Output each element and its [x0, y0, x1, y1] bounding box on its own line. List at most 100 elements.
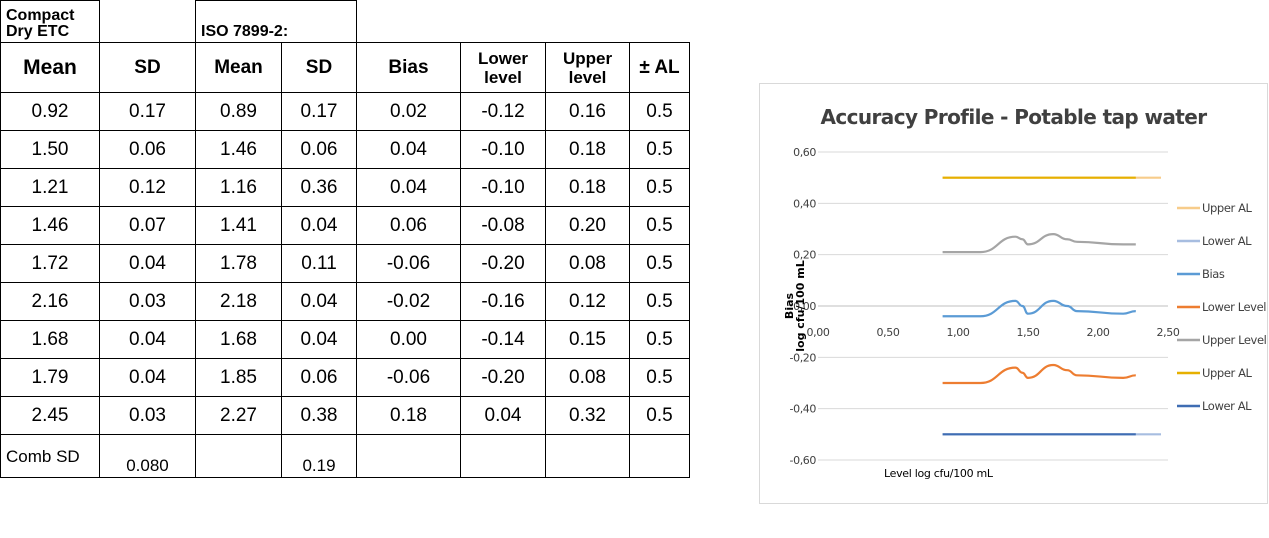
table-cell: 0.5 — [629, 206, 690, 245]
y-tick-label: 0,40 — [793, 197, 816, 210]
table-cell: 1.68 — [195, 320, 282, 359]
y-tick-label: 0,60 — [793, 146, 816, 159]
table-cell: 0.04 — [281, 206, 357, 245]
table-cell: 0.00 — [356, 320, 461, 359]
table-cell: 0.04 — [356, 130, 461, 169]
table-row: 1.72 0.04 1.78 0.11 -0.06 -0.20 0.08 0.5 — [0, 244, 690, 283]
table-cell: 0.36 — [281, 168, 357, 207]
table-cell: 0.06 — [281, 130, 357, 169]
table-cell: -0.14 — [460, 320, 546, 359]
series-line-lower-level — [942, 363, 1136, 385]
table-cell: 0.89 — [195, 92, 282, 131]
table-cell: 0.12 — [545, 282, 630, 321]
series-line-upper-level — [942, 233, 1136, 254]
table-row: 1.50 0.06 1.46 0.06 0.04 -0.10 0.18 0.5 — [0, 130, 690, 169]
table-cell: 0.04 — [281, 282, 357, 321]
x-tick-label: 2,00 — [1087, 326, 1110, 339]
y-tick-label: -0,20 — [790, 351, 817, 364]
comb-sd-cell: 0.19 — [281, 434, 357, 478]
legend-label: Upper AL — [1202, 201, 1253, 215]
table-cell: 2.27 — [195, 396, 282, 435]
legend-label: Upper Level — [1202, 333, 1267, 347]
table-cell: 0.5 — [629, 92, 690, 131]
table-cell: -0.20 — [460, 358, 546, 397]
table-cell: 0.04 — [356, 168, 461, 207]
table-cell: 1.50 — [0, 130, 100, 169]
table-cell: 0.17 — [99, 92, 196, 131]
table-cell: 0.38 — [281, 396, 357, 435]
table-cell: 0.04 — [281, 320, 357, 359]
table-cell: 0.5 — [629, 358, 690, 397]
x-tick-label: 1,00 — [947, 326, 970, 339]
table-cell: -0.06 — [356, 244, 461, 283]
table-cell: 0.5 — [629, 168, 690, 207]
comb-sd-cell — [356, 434, 461, 478]
table-cell: 0.03 — [99, 396, 196, 435]
table-cell: 0.5 — [629, 396, 690, 435]
table-cell: -0.06 — [356, 358, 461, 397]
table-cell: 0.20 — [545, 206, 630, 245]
comb-sd-cell — [629, 434, 690, 478]
table-cell: -0.10 — [460, 168, 546, 207]
col-header-sd-1: SD — [99, 42, 196, 93]
comb-sd-cell: 0.080 — [99, 434, 196, 478]
table-cell: 1.85 — [195, 358, 282, 397]
table-cell: 0.12 — [99, 168, 196, 207]
x-tick-label: 0,00 — [807, 326, 830, 339]
comb-sd-cell — [545, 434, 630, 478]
table-cell: 0.04 — [99, 244, 196, 283]
table-cell: 0.04 — [99, 320, 196, 359]
column-header-row: Mean SD Mean SD Bias Lower level Upper l… — [0, 42, 690, 93]
col-header-bias: Bias — [356, 42, 461, 93]
legend-label: Upper AL — [1202, 366, 1253, 380]
table-cell: 0.32 — [545, 396, 630, 435]
table-cell: 0.5 — [629, 244, 690, 283]
table-row: 1.68 0.04 1.68 0.04 0.00 -0.14 0.15 0.5 — [0, 320, 690, 359]
table-cell: 2.16 — [0, 282, 100, 321]
comb-sd-cell — [460, 434, 546, 478]
table-cell: 0.92 — [0, 92, 100, 131]
x-tick-label: 2,50 — [1157, 326, 1180, 339]
table-row: 1.46 0.07 1.41 0.04 0.06 -0.08 0.20 0.5 — [0, 206, 690, 245]
table-cell: 1.46 — [0, 206, 100, 245]
table-cell: 0.04 — [99, 358, 196, 397]
x-axis-title: Level log cfu/100 mL — [884, 467, 994, 480]
y-tick-label: -0,40 — [790, 403, 817, 416]
table-cell: 0.07 — [99, 206, 196, 245]
table-row: 2.16 0.03 2.18 0.04 -0.02 -0.16 0.12 0.5 — [0, 282, 690, 321]
table-cell: 0.16 — [545, 92, 630, 131]
results-table-body: Compact Dry ETC ISO 7899-2: Mean SD Mean… — [0, 0, 690, 478]
y-tick-label: -0,60 — [790, 454, 817, 467]
x-tick-label: 0,50 — [877, 326, 900, 339]
col-header-al: ± AL — [629, 42, 690, 93]
y-axis-title: Biaslog cfu/100 mL — [783, 260, 807, 351]
chart-title: Accuracy Profile - Potable tap water — [821, 105, 1208, 129]
table-cell: 0.06 — [356, 206, 461, 245]
table-row: 2.45 0.03 2.27 0.38 0.18 0.04 0.32 0.5 — [0, 396, 690, 435]
accuracy-profile-chart: Accuracy Profile - Potable tap water 0,60… — [759, 83, 1268, 504]
col-header-mean-1: Mean — [0, 42, 100, 93]
group-header-empty — [357, 1, 690, 43]
table-cell: 2.45 — [0, 396, 100, 435]
legend-label: Lower Level — [1202, 300, 1266, 314]
col-header-lower-level: Lower level — [460, 42, 546, 93]
chart-svg: Accuracy Profile - Potable tap water 0,60… — [783, 105, 1267, 480]
table-cell: 1.16 — [195, 168, 282, 207]
x-tick-label: 1,50 — [1017, 326, 1040, 339]
legend-label: Bias — [1202, 267, 1225, 281]
table-cell: 0.03 — [99, 282, 196, 321]
table-cell: 0.11 — [281, 244, 357, 283]
table-cell: 0.08 — [545, 358, 630, 397]
table-cell: 0.5 — [629, 282, 690, 321]
legend-label: Lower AL — [1202, 399, 1252, 413]
results-table: Compact Dry ETC ISO 7899-2: Mean SD Mean… — [0, 0, 690, 478]
table-cell: 0.18 — [545, 168, 630, 207]
col-header-upper-level: Upper level — [545, 42, 630, 93]
table-cell: -0.16 — [460, 282, 546, 321]
table-cell: -0.12 — [460, 92, 546, 131]
group-header-spacer — [100, 1, 196, 43]
table-row: 1.79 0.04 1.85 0.06 -0.06 -0.20 0.08 0.5 — [0, 358, 690, 397]
table-cell: 0.06 — [281, 358, 357, 397]
table-cell: 1.68 — [0, 320, 100, 359]
table-cell: 0.02 — [356, 92, 461, 131]
